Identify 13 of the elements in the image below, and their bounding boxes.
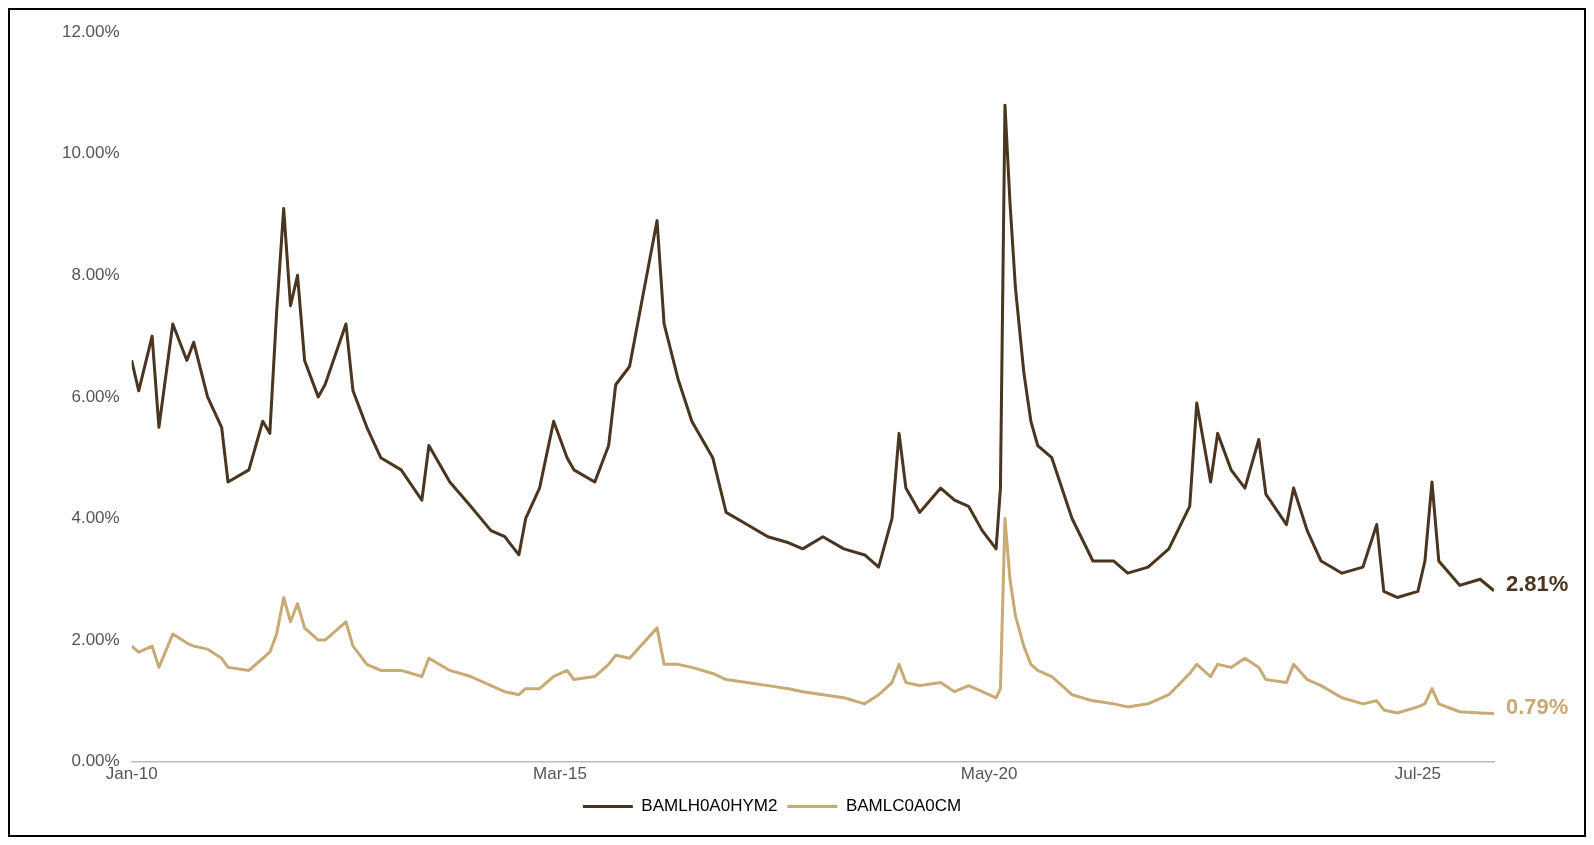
x-tick-label: May-20 [960, 764, 1018, 784]
y-tick-label: 12.00% [61, 21, 120, 41]
y-tick-label: 10.00% [61, 143, 120, 163]
legend-label: BAMLC0A0CM [845, 796, 962, 816]
x-tick-label: Jul-25 [1394, 764, 1442, 784]
x-tick-label: Mar-15 [533, 764, 587, 784]
data-label: 0.79% [1506, 693, 1569, 719]
data-label: 2.81% [1506, 570, 1569, 596]
y-tick-label: 6.00% [71, 386, 120, 406]
y-tick-label: 8.00% [71, 265, 120, 285]
legend-label: BAMLH0A0HYM2 [641, 796, 778, 816]
y-tick-label: 2.00% [71, 629, 120, 649]
y-tick-label: 4.00% [71, 508, 120, 528]
